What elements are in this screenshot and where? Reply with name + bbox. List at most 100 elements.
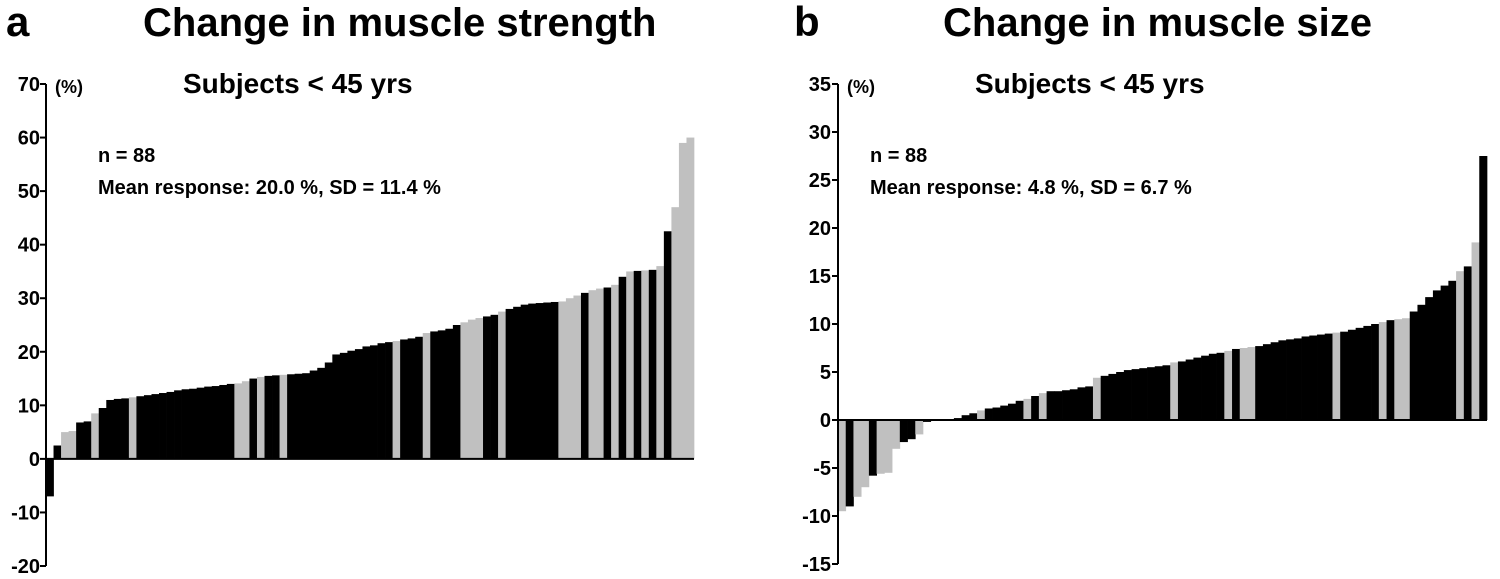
bar (1340, 331, 1349, 420)
bar (543, 302, 552, 459)
bar (915, 420, 924, 435)
bar (1409, 311, 1418, 420)
bar (151, 394, 160, 459)
bar (845, 420, 854, 507)
bar (1255, 346, 1264, 420)
bar (1479, 156, 1488, 420)
bar (1162, 365, 1171, 420)
bar (876, 420, 885, 474)
bar (1031, 396, 1040, 420)
bar (407, 338, 416, 459)
bar (1270, 342, 1279, 420)
bar (452, 325, 461, 459)
bar (1463, 266, 1472, 420)
bar (1247, 347, 1256, 420)
bar (1023, 398, 1032, 420)
bar (53, 445, 62, 459)
y-tick-label: 10 (809, 314, 831, 336)
y-tick-label: -10 (11, 502, 40, 524)
bar (1077, 387, 1086, 420)
bar (490, 314, 499, 459)
y-tick-label: 0 (29, 449, 40, 471)
bar (181, 389, 190, 459)
bar (505, 308, 514, 459)
y-tick-label: -10 (802, 506, 831, 528)
bar (61, 432, 69, 459)
bar (899, 420, 908, 443)
bar (892, 420, 901, 449)
bar (1440, 285, 1449, 420)
bar (272, 375, 280, 459)
bar (354, 349, 363, 459)
panel-b-ylabel: (%) (847, 77, 875, 97)
bar (1309, 335, 1318, 420)
bar (1116, 372, 1125, 420)
bar (1085, 386, 1094, 420)
bar (861, 420, 870, 488)
bar (392, 341, 401, 459)
bar (437, 330, 446, 459)
bar (626, 271, 635, 459)
bar (1417, 304, 1426, 420)
bar (211, 386, 220, 459)
panel-a-subtitle: Subjects < 45 yrs (183, 68, 413, 99)
bar (362, 346, 371, 459)
bar (1394, 319, 1403, 420)
bar (535, 303, 544, 459)
bar (189, 388, 198, 459)
bar (1147, 367, 1156, 420)
bar (1208, 353, 1217, 420)
panel-b-subtitle: Subjects < 45 yrs (975, 68, 1205, 99)
bar (241, 381, 250, 459)
bar (83, 421, 92, 459)
bar (347, 350, 356, 459)
bar (1000, 405, 1009, 420)
bar (121, 398, 130, 459)
bar (1131, 369, 1140, 420)
bar (686, 137, 695, 459)
bar (977, 410, 986, 420)
bar (219, 384, 228, 459)
bar (226, 383, 235, 459)
bar (1355, 327, 1364, 420)
panel-b-title: Change in muscle size (943, 1, 1372, 45)
bar (249, 378, 258, 459)
y-tick-label: 30 (18, 288, 40, 310)
bar (400, 339, 409, 459)
bar (1046, 391, 1055, 420)
bar (460, 322, 469, 459)
bar (106, 399, 115, 459)
bar (1232, 348, 1241, 420)
bar (588, 290, 597, 459)
bar (256, 376, 265, 459)
bar (907, 420, 916, 440)
bar (113, 398, 122, 459)
bar (671, 207, 680, 459)
bar (159, 393, 167, 459)
bar (422, 333, 431, 459)
bar (1177, 361, 1187, 420)
bar (1170, 362, 1179, 420)
bar (565, 298, 574, 459)
bar (1448, 280, 1457, 420)
y-tick-label: 60 (18, 128, 40, 150)
y-tick-label: 10 (18, 395, 40, 417)
bar (1363, 325, 1372, 420)
bar (279, 374, 288, 459)
bar (1201, 355, 1210, 420)
bar (46, 458, 54, 497)
panel-b-annotation-n: n = 88 (870, 145, 927, 167)
bar (91, 413, 100, 459)
bar (633, 270, 642, 459)
bar (1054, 391, 1063, 420)
y-tick-label: 20 (809, 218, 831, 240)
bar (1193, 357, 1202, 420)
bar (467, 319, 476, 459)
bar (1216, 352, 1225, 420)
bar (513, 306, 522, 459)
bar (1278, 340, 1287, 420)
bar (1432, 290, 1441, 420)
bar (1471, 242, 1480, 420)
panel-a-ylabel: (%) (55, 77, 83, 97)
